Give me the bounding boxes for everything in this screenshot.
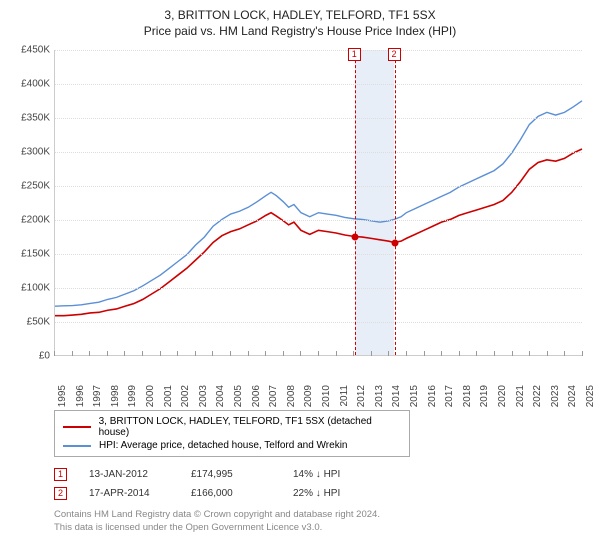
- x-tick-label: 2021: [515, 385, 526, 407]
- x-tick-label: 1998: [110, 385, 121, 407]
- event-date: 13-JAN-2012: [89, 469, 169, 480]
- chart-container: 3, BRITTON LOCK, HADLEY, TELFORD, TF1 5S…: [0, 0, 600, 560]
- chart-svg: [55, 50, 582, 355]
- event-date: 17-APR-2014: [89, 488, 169, 499]
- x-tick-label: 1996: [75, 385, 86, 407]
- x-tick-label: 1997: [92, 385, 103, 407]
- x-tick-label: 1999: [127, 385, 138, 407]
- footer: Contains HM Land Registry data © Crown c…: [54, 509, 590, 535]
- footer-line-2: This data is licensed under the Open Gov…: [54, 522, 590, 535]
- y-tick-label: £200K: [10, 215, 50, 226]
- series-line: [55, 101, 582, 306]
- events-table: 1 13-JAN-2012 £174,995 14% ↓ HPI 2 17-APR-201…: [54, 465, 590, 503]
- y-tick-label: £250K: [10, 181, 50, 192]
- chart-title: 3, BRITTON LOCK, HADLEY, TELFORD, TF1 5S…: [10, 8, 590, 22]
- event-marker: 1: [348, 48, 361, 61]
- legend-label: 3, BRITTON LOCK, HADLEY, TELFORD, TF1 5S…: [99, 416, 401, 438]
- y-tick-label: £350K: [10, 113, 50, 124]
- event-delta: 22% ↓ HPI: [293, 488, 373, 499]
- chart-area: £0 £50K £100K £150K £200K £250K £300K £350K £400…: [10, 44, 590, 404]
- x-tick-label: 2013: [374, 385, 385, 407]
- event-price: £166,000: [191, 488, 271, 499]
- y-tick-label: £100K: [10, 283, 50, 294]
- x-tick-label: 2001: [163, 385, 174, 407]
- x-tick-label: 2010: [321, 385, 332, 407]
- x-tick-label: 2003: [198, 385, 209, 407]
- event-price: £174,995: [191, 469, 271, 480]
- event-number-box: 1: [54, 468, 67, 481]
- event-row: 2 17-APR-2014 £166,000 22% ↓ HPI: [54, 484, 590, 503]
- x-tick-label: 2004: [215, 385, 226, 407]
- event-marker: 2: [388, 48, 401, 61]
- x-tick-label: 2019: [479, 385, 490, 407]
- y-tick-label: £50K: [10, 317, 50, 328]
- x-tick-label: 2024: [567, 385, 578, 407]
- legend-item: HPI: Average price, detached house, Telf…: [63, 439, 401, 452]
- y-tick-label: £400K: [10, 79, 50, 90]
- event-number-box: 2: [54, 487, 67, 500]
- legend-item: 3, BRITTON LOCK, HADLEY, TELFORD, TF1 5S…: [63, 415, 401, 439]
- x-tick-label: 2002: [180, 385, 191, 407]
- legend: 3, BRITTON LOCK, HADLEY, TELFORD, TF1 5S…: [54, 410, 410, 457]
- legend-swatch: [63, 445, 91, 447]
- x-tick-label: 2007: [268, 385, 279, 407]
- price-point: [391, 240, 398, 247]
- x-tick-label: 2016: [427, 385, 438, 407]
- event-delta: 14% ↓ HPI: [293, 469, 373, 480]
- legend-swatch: [63, 426, 91, 428]
- y-tick-label: £450K: [10, 45, 50, 56]
- plot-area: [54, 50, 582, 356]
- x-tick-label: 2005: [233, 385, 244, 407]
- legend-label: HPI: Average price, detached house, Telf…: [99, 440, 348, 451]
- event-row: 1 13-JAN-2012 £174,995 14% ↓ HPI: [54, 465, 590, 484]
- y-tick-label: £150K: [10, 249, 50, 260]
- x-tick-label: 2011: [339, 385, 350, 407]
- x-tick-label: 2000: [145, 385, 156, 407]
- x-tick-label: 2008: [286, 385, 297, 407]
- x-tick-label: 2025: [585, 385, 596, 407]
- x-tick-label: 2009: [303, 385, 314, 407]
- price-point: [351, 234, 358, 241]
- x-tick-label: 2017: [444, 385, 455, 407]
- x-tick-label: 1995: [57, 385, 68, 407]
- x-tick-label: 2014: [391, 385, 402, 407]
- x-tick-label: 2022: [532, 385, 543, 407]
- chart-subtitle: Price paid vs. HM Land Registry's House …: [10, 24, 590, 38]
- x-tick-label: 2015: [409, 385, 420, 407]
- x-tick-label: 2023: [550, 385, 561, 407]
- x-tick-label: 2020: [497, 385, 508, 407]
- y-tick-label: £0: [10, 351, 50, 362]
- y-tick-label: £300K: [10, 147, 50, 158]
- footer-line-1: Contains HM Land Registry data © Crown c…: [54, 509, 590, 522]
- x-tick-label: 2006: [251, 385, 262, 407]
- x-tick-label: 2018: [462, 385, 473, 407]
- x-tick-label: 2012: [356, 385, 367, 407]
